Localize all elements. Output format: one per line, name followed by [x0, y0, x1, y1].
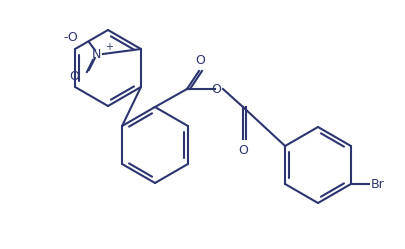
Text: O: O: [194, 54, 205, 67]
Text: O: O: [69, 69, 79, 82]
Text: O: O: [211, 82, 220, 96]
Text: -O: -O: [63, 30, 78, 44]
Text: O: O: [237, 144, 247, 157]
Text: N: N: [91, 48, 101, 61]
Text: +: +: [104, 42, 113, 52]
Text: Br: Br: [370, 178, 384, 190]
